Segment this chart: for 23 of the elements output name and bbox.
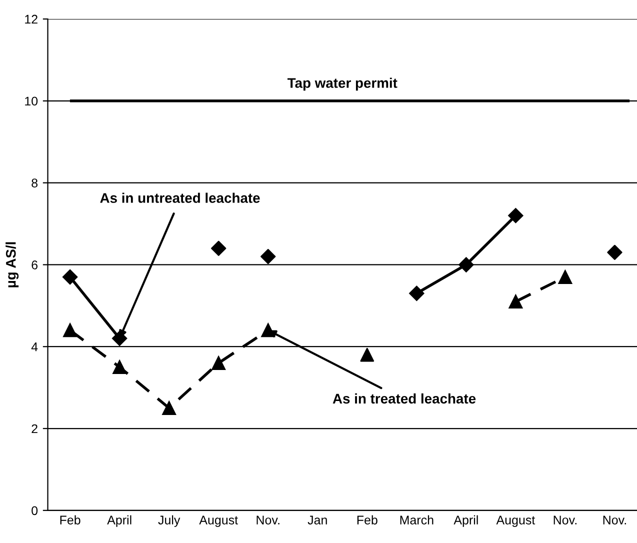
y-tick-label: 8	[32, 178, 38, 188]
annotation: As in treated leachate	[332, 393, 476, 404]
x-tick-label: Feb	[60, 515, 80, 524]
y-tick-label: 12	[25, 14, 38, 24]
y-tick-label: 10	[25, 96, 38, 106]
x-tick-label: August	[199, 516, 238, 527]
y-axis-title: µg AS/l	[6, 242, 19, 288]
annotation: As in untreated leachate	[100, 192, 260, 203]
x-tick-label: April	[454, 515, 478, 527]
x-tick-label: Jan	[308, 516, 327, 524]
x-tick-label: March	[400, 515, 434, 524]
x-tick-label: Nov.	[256, 516, 280, 524]
y-tick-label: 0	[32, 506, 38, 516]
x-tick-label: July	[158, 515, 180, 527]
x-tick-label: Feb	[357, 515, 378, 524]
x-tick-label: Nov.	[554, 516, 576, 524]
ref-line-label: Tap water permit	[287, 78, 398, 91]
x-tick-label: Nov.	[603, 516, 626, 524]
x-tick-label: April	[107, 515, 132, 527]
y-tick-label: 4	[31, 342, 38, 352]
y-tick-label: 6	[32, 260, 38, 270]
y-tick-label: 2	[32, 424, 38, 434]
x-tick-label: August	[496, 516, 536, 527]
